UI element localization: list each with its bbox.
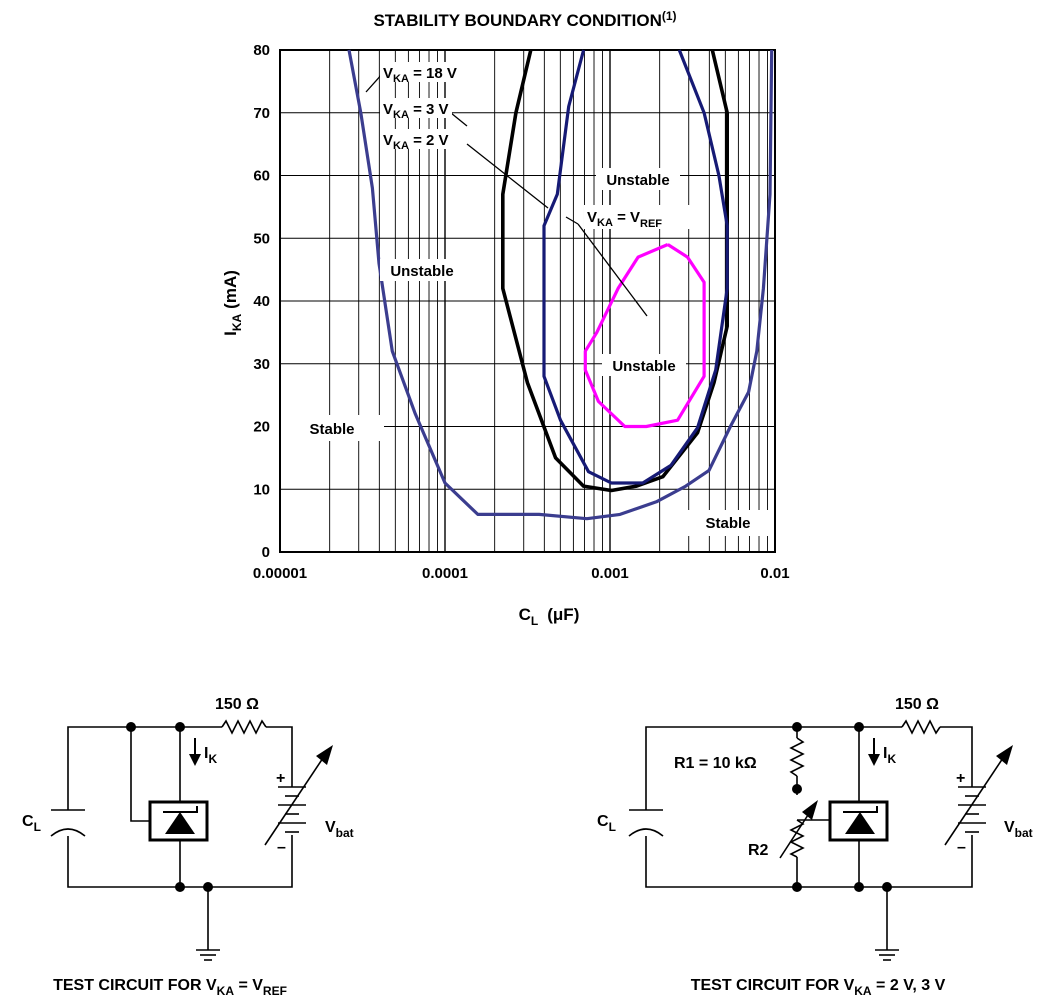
y-tick-label: 70 xyxy=(253,105,270,122)
ground-symbol xyxy=(196,949,220,961)
battery-vbat xyxy=(944,745,1013,846)
region-unstable-center: Unstable xyxy=(612,358,675,375)
region-stable-left: Stable xyxy=(309,421,354,438)
battery-minus: – xyxy=(957,839,966,856)
current-label: IK xyxy=(204,745,217,766)
resistor-150 xyxy=(901,719,941,735)
y-tick-label: 0 xyxy=(262,544,270,561)
series-annotations: VKA = 18 V VKA = 3 V VKA = 2 V VKA = VRE… xyxy=(380,62,690,230)
x-tick-label: 0.00001 xyxy=(253,565,307,582)
right-caption: TEST CIRCUIT FOR VKA = 2 V, 3 V xyxy=(691,977,946,998)
annotation-vka-18: VKA = 18 V xyxy=(383,65,457,85)
annotation-leaders xyxy=(365,72,648,317)
shunt-regulator xyxy=(148,800,209,842)
resistor-r1 xyxy=(789,737,805,777)
stability-chart: STABILITY BOUNDARY CONDITION(1) 0 10 20 30 4… xyxy=(221,9,790,628)
y-tick-label: 10 xyxy=(253,481,270,498)
region-unstable-left: Unstable xyxy=(390,263,453,280)
ground-symbol xyxy=(875,949,899,961)
y-tick-labels: 0 10 20 30 40 50 60 70 80 xyxy=(253,42,270,561)
chart-title: STABILITY BOUNDARY CONDITION(1) xyxy=(373,9,676,30)
capacitor-label: CL xyxy=(597,813,616,834)
y-axis-label: IKA(mA) xyxy=(221,270,244,336)
wire-top-left xyxy=(645,726,902,810)
junction-dots xyxy=(792,722,892,892)
battery-plus: + xyxy=(276,770,285,787)
r2-label: R2 xyxy=(748,842,769,859)
battery-label: Vbat xyxy=(325,819,354,840)
wire-top-left xyxy=(67,726,222,810)
annotation-vka-2: VKA = 2 V xyxy=(383,132,449,152)
region-stable-right: Stable xyxy=(705,515,750,532)
y-tick-label: 20 xyxy=(253,419,270,436)
y-tick-label: 60 xyxy=(253,168,270,185)
battery-plus: + xyxy=(956,770,965,787)
resistor-label: 150 Ω xyxy=(895,696,939,713)
y-tick-label: 30 xyxy=(253,356,270,373)
annotation-vka-3: VKA = 3 V xyxy=(383,101,449,121)
series-line-vka2 xyxy=(500,49,730,493)
r1-label: R1 = 10 kΩ xyxy=(674,755,757,772)
annotation-vka-vref: VKA = VREF xyxy=(587,209,662,230)
current-arrow-ik xyxy=(189,738,201,766)
resistor-150 xyxy=(221,719,267,735)
test-circuit-2v-3v: 150 Ω IK R1 = 10 kΩ R2 CL + – Vbat TEST … xyxy=(597,696,1033,998)
battery-label: Vbat xyxy=(1004,819,1033,840)
series-line-vkaref xyxy=(583,243,706,429)
region-unstable-top: Unstable xyxy=(606,172,669,189)
wire-top-right xyxy=(940,726,973,787)
capacitor-cl xyxy=(628,809,664,837)
x-tick-labels: 0.00001 0.0001 0.001 0.01 xyxy=(253,565,790,582)
y-tick-label: 80 xyxy=(253,42,270,59)
left-caption: TEST CIRCUIT FOR VKA = VREF xyxy=(53,977,287,998)
test-circuit-vref: 150 Ω IK CL + – Vbat TEST CIRCUIT FOR VK… xyxy=(22,696,354,998)
region-labels: Unstable Unstable Unstable Stable Stable xyxy=(281,168,774,536)
x-tick-label: 0.01 xyxy=(760,565,789,582)
battery-vbat xyxy=(264,745,333,846)
wire-bottom xyxy=(645,835,973,888)
current-arrow-ik xyxy=(868,738,880,766)
plot-frame xyxy=(279,49,776,553)
capacitor-cl xyxy=(50,809,86,837)
battery-minus: – xyxy=(277,839,286,856)
x-tick-label: 0.001 xyxy=(591,565,629,582)
series-line-vka3 xyxy=(542,49,729,485)
y-tick-label: 50 xyxy=(253,230,270,247)
wire-top-right xyxy=(266,726,293,787)
resistor-label: 150 Ω xyxy=(215,696,259,713)
resistor-r2 xyxy=(779,800,818,859)
x-tick-label: 0.0001 xyxy=(422,565,468,582)
shunt-regulator xyxy=(828,800,889,842)
x-axis-label: CL (μF) xyxy=(519,605,580,628)
junction-dots xyxy=(126,722,213,892)
wire-ref xyxy=(130,727,150,822)
capacitor-label: CL xyxy=(22,813,41,834)
y-tick-label: 40 xyxy=(253,293,270,310)
current-label: IK xyxy=(883,745,896,766)
